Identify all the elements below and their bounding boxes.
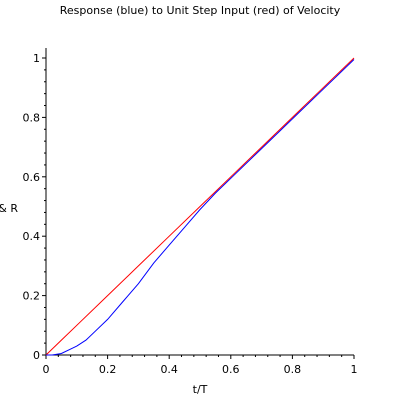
y-tick-label: 1 <box>33 52 40 65</box>
tick-labels: 0 0.2 0.4 0.6 0.8 1 0 0.2 0.4 0.6 0.8 1 <box>23 52 358 376</box>
x-tick-label: 0 <box>43 363 50 376</box>
x-tick-label: 0.2 <box>99 363 117 376</box>
y-tick-label: 0.4 <box>23 230 41 243</box>
axes <box>42 48 355 359</box>
series-line-0 <box>45 57 355 356</box>
y-tick-label: 0.2 <box>23 290 41 303</box>
x-tick-label: 0.4 <box>160 363 178 376</box>
y-tick-label: 0.8 <box>23 111 41 124</box>
x-tick-label: 0.8 <box>284 363 302 376</box>
y-tick-label: 0.6 <box>23 171 41 184</box>
x-tick-label: 0.6 <box>222 363 240 376</box>
chart-title: Response (blue) to Unit Step Input (red)… <box>60 4 341 17</box>
x-tick-label: 1 <box>351 363 358 376</box>
series-line-1 <box>46 59 355 356</box>
series-layer <box>45 57 355 356</box>
y-axis-label: C & R <box>0 202 18 215</box>
x-axis-label: t/T <box>193 383 208 396</box>
y-tick-label: 0 <box>33 349 40 362</box>
